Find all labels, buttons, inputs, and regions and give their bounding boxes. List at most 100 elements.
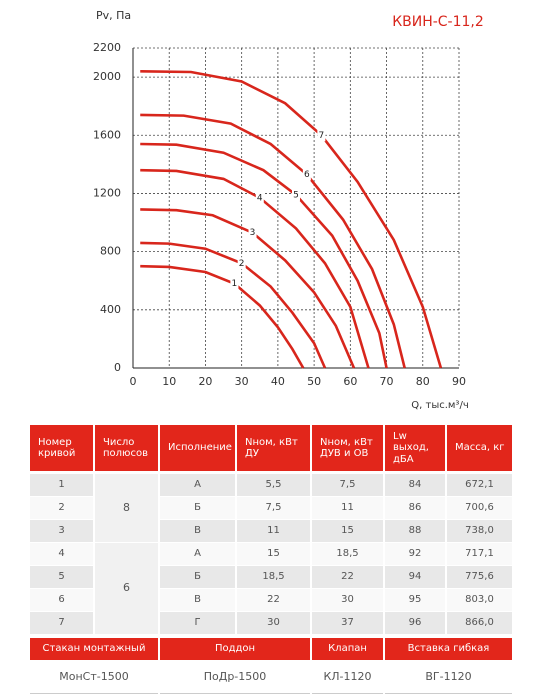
table-cell: А: [160, 474, 235, 496]
table-cell: 5: [30, 566, 93, 588]
table-cell: 4: [30, 543, 93, 565]
table-header: Число полюсов: [95, 425, 158, 471]
table-cell: 700,6: [447, 497, 512, 519]
table-cell: В: [160, 589, 235, 611]
x-axis-label: Q, тыс.м³/ч: [411, 400, 468, 411]
x-tick-label: 0: [130, 375, 137, 388]
curve-label-bg: [237, 257, 246, 270]
y-tick-label: 1600: [93, 128, 121, 141]
table-cell: 7: [30, 612, 93, 634]
table-cell: 8: [95, 474, 158, 542]
table-cell: 37: [312, 612, 383, 634]
table-cell: 7,5: [312, 474, 383, 496]
accessory-header: Клапан: [312, 638, 383, 660]
table-cell: 6: [95, 543, 158, 634]
table-header: Исполнение: [160, 425, 235, 471]
table-cell: 30: [312, 589, 383, 611]
table-cell: 775,6: [447, 566, 512, 588]
table-header: Lw выход, дБА: [385, 425, 445, 471]
table-cell: Г: [160, 612, 235, 634]
curve-label-bg: [292, 188, 300, 201]
curve-label-bg: [248, 226, 257, 239]
x-tick-label: 30: [235, 375, 249, 388]
y-tick-label: 0: [114, 361, 121, 374]
table-cell: 84: [385, 474, 445, 496]
table-cell: 86: [385, 497, 445, 519]
curve-label-bg: [302, 168, 311, 181]
table-header: Номер кривой: [30, 425, 93, 471]
accessory-value: ВГ-1120: [385, 662, 512, 694]
table-cell: 7,5: [237, 497, 310, 519]
curve: [140, 168, 370, 369]
table-cell: Б: [160, 497, 235, 519]
y-tick-label: 2000: [93, 70, 121, 83]
table-cell: 1: [30, 474, 93, 496]
x-tick-label: 90: [452, 375, 466, 388]
table-cell: 30: [237, 612, 310, 634]
x-tick-label: 20: [198, 375, 212, 388]
y-tick-label: 1200: [93, 186, 121, 199]
accessory-header: Вставка гибкая: [385, 638, 512, 660]
table-cell: 803,0: [447, 589, 512, 611]
x-tick-label: 70: [380, 375, 394, 388]
curve: [140, 208, 356, 369]
y-tick-label: 400: [100, 303, 121, 316]
curve-label-bg: [255, 191, 264, 204]
table-cell: А: [160, 543, 235, 565]
x-tick-label: 10: [162, 375, 176, 388]
curve-label: 2: [239, 259, 245, 269]
curve: [140, 264, 305, 369]
table-cell: 22: [237, 589, 310, 611]
y-tick-label: 2200: [93, 41, 121, 54]
curve-label-bg: [317, 129, 326, 142]
x-tick-label: 50: [307, 375, 321, 388]
table-cell: 866,0: [447, 612, 512, 634]
table-cell: 92: [385, 543, 445, 565]
curve-label: 6: [304, 170, 310, 180]
y-axis-label: Pv, Па: [96, 9, 131, 22]
table-cell: 5,5: [237, 474, 310, 496]
curve: [140, 113, 406, 369]
curve-label-bg: [230, 277, 239, 290]
table-header: Масса, кг: [447, 425, 512, 471]
table-cell: 94: [385, 566, 445, 588]
table-cell: 6: [30, 589, 93, 611]
chart: Pv, Па КВИН-С-11,2 Q, тыс.м³/ч 0 10 20 30 40…: [93, 9, 484, 411]
accessory-header: Стакан монтажный: [30, 638, 158, 660]
curve-label: 1: [232, 279, 238, 289]
table-header: Nном, кВт ДУ: [237, 425, 310, 471]
table-cell: 96: [385, 612, 445, 634]
curve: [140, 241, 327, 369]
table-cell: 2: [30, 497, 93, 519]
curve-label: 7: [318, 131, 324, 141]
accessory-value: МонСт-1500: [30, 662, 158, 694]
table-cell: 11: [237, 520, 310, 542]
table-cell: 95: [385, 589, 445, 611]
table-cell: 3: [30, 520, 93, 542]
table-cell: Б: [160, 566, 235, 588]
x-tick-label: 60: [343, 375, 357, 388]
curve: [140, 142, 388, 369]
table-cell: 738,0: [447, 520, 512, 542]
table-cell: 18,5: [237, 566, 310, 588]
y-tick-label: 800: [100, 245, 121, 258]
table-cell: 15: [237, 543, 310, 565]
accessory-value: ПоДр-1500: [160, 662, 310, 694]
x-tick-label: 40: [271, 375, 285, 388]
curve-label: 5: [293, 190, 299, 200]
curve-label: 3: [250, 228, 256, 238]
table-cell: 11: [312, 497, 383, 519]
accessory-header: Поддон: [160, 638, 310, 660]
accessory-value: КЛ-1120: [312, 662, 383, 694]
table-cell: В: [160, 520, 235, 542]
x-tick-label: 80: [416, 375, 430, 388]
table-cell: 88: [385, 520, 445, 542]
table-cell: 15: [312, 520, 383, 542]
table-cell: 717,1: [447, 543, 512, 565]
table-cell: 672,1: [447, 474, 512, 496]
chart-title: КВИН-С-11,2: [392, 14, 484, 30]
table-cell: 18,5: [312, 543, 383, 565]
table-cell: 22: [312, 566, 383, 588]
table-header: Nном, кВт ДУВ и ОВ: [312, 425, 383, 471]
